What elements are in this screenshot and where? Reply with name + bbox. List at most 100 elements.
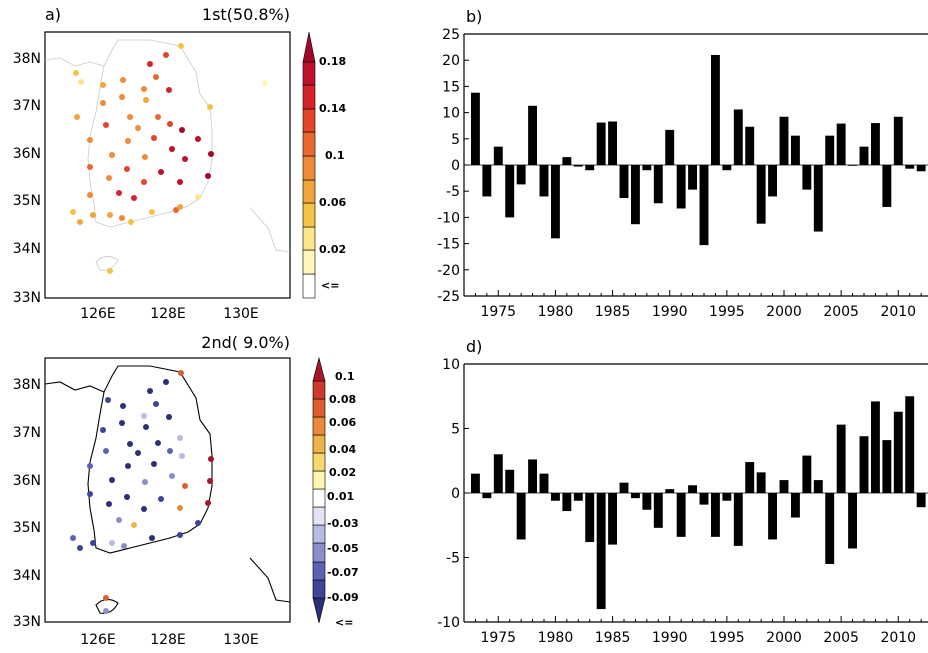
station-dot — [77, 545, 83, 551]
station-dot — [169, 473, 175, 479]
colorbar-label: 0.18 — [319, 55, 346, 68]
station-dot — [166, 87, 172, 93]
bar — [756, 165, 766, 224]
station-dot — [120, 403, 126, 409]
x-tick-label: 1975 — [480, 630, 516, 646]
lat-tick: 34N — [13, 241, 41, 257]
station-dot — [78, 79, 84, 85]
panel-c-stations — [70, 370, 214, 614]
lat-tick: 36N — [13, 473, 41, 489]
bar — [825, 135, 835, 165]
station-dot — [73, 70, 79, 76]
station-dot — [151, 461, 157, 467]
bar — [813, 165, 823, 232]
station-dot — [105, 397, 111, 403]
bar — [848, 493, 858, 549]
colorbar-seg — [312, 434, 326, 454]
lat-tick: 36N — [13, 146, 41, 162]
colorbar-seg — [312, 452, 326, 472]
station-dot — [128, 219, 134, 225]
station-dot — [90, 540, 96, 546]
bar — [642, 165, 652, 171]
station-dot — [208, 151, 214, 157]
panel-a-frame — [44, 31, 291, 299]
colorbar-seg — [302, 226, 316, 251]
colorbar-label: 0.04 — [329, 443, 356, 456]
bar — [619, 165, 629, 199]
station-dot — [135, 125, 141, 131]
bar — [688, 165, 698, 190]
station-dot — [167, 448, 173, 454]
lon-tick: 128E — [150, 632, 186, 648]
bar — [630, 165, 640, 225]
colorbar-seg — [312, 416, 326, 436]
station-dot — [149, 209, 155, 215]
bar — [802, 165, 812, 190]
station-dot — [103, 448, 109, 454]
bar — [916, 493, 926, 508]
colorbar-seg — [302, 249, 316, 275]
x-tick-label: 1995 — [709, 630, 745, 646]
bar — [676, 493, 686, 537]
bar — [745, 462, 755, 493]
panel-c-colorbar: 0.1 0.08 0.06 0.04 0.02 0.01 -0.03 -0.05… — [312, 356, 359, 629]
colorbar-label: 0.06 — [319, 196, 346, 209]
bar — [870, 123, 880, 165]
y-tick-label: 20 — [442, 53, 460, 69]
lon-tick: 126E — [80, 306, 116, 322]
station-dot — [179, 453, 185, 459]
station-dot — [131, 195, 137, 201]
station-dot — [87, 137, 93, 143]
bar — [722, 493, 732, 501]
colorbar-label: -0.09 — [327, 591, 359, 604]
panel-a-map: a) 1st(50.8%) 38N 37N 36N 35N 34N 33N 12… — [13, 5, 347, 322]
bar — [596, 493, 606, 610]
y-tick-label: -25 — [437, 289, 460, 305]
colorbar-seg — [312, 488, 326, 508]
x-tick-label: 2000 — [766, 304, 802, 320]
lat-tick: 33N — [13, 290, 41, 306]
y-tick-label: -10 — [437, 615, 460, 631]
bar — [859, 146, 869, 165]
bar — [722, 165, 732, 171]
lat-tick: 34N — [13, 568, 41, 584]
station-dot — [151, 135, 157, 141]
colorbar-seg — [312, 579, 326, 599]
station-dot — [103, 608, 109, 614]
y-tick-label: 10 — [442, 106, 460, 122]
station-dot — [149, 535, 155, 541]
colorbar-seg — [302, 108, 316, 133]
bar — [790, 135, 800, 165]
bar — [802, 455, 812, 493]
station-dot — [147, 388, 153, 394]
station-dot — [121, 543, 127, 549]
panel-a-colorbar: 0.18 0.14 0.1 0.06 0.02 <= — [302, 31, 346, 299]
bar — [733, 493, 743, 546]
colorbar-seg — [302, 131, 316, 157]
station-dot — [158, 496, 164, 502]
colorbar-seg — [302, 84, 316, 110]
station-dot — [125, 138, 131, 144]
station-dot — [87, 164, 93, 170]
bar — [470, 92, 480, 165]
bar — [539, 473, 549, 493]
lat-tick: 33N — [13, 614, 41, 630]
station-dot — [177, 179, 183, 185]
lon-tick: 126E — [80, 632, 116, 648]
bar — [893, 411, 903, 493]
lat-tick: 35N — [13, 520, 41, 536]
colorbar-seg — [312, 380, 326, 400]
x-tick-label: 1985 — [595, 630, 631, 646]
station-dot — [127, 441, 133, 447]
bar — [608, 121, 618, 165]
bar — [516, 165, 526, 185]
colorbar-seg — [312, 524, 326, 544]
bar — [653, 165, 663, 204]
station-dot — [119, 94, 125, 100]
bar — [642, 493, 652, 510]
colorbar-seg — [312, 542, 326, 563]
station-dot — [107, 212, 113, 218]
panel-a-stations — [70, 43, 268, 274]
station-dot — [177, 532, 183, 538]
bar — [733, 109, 743, 165]
